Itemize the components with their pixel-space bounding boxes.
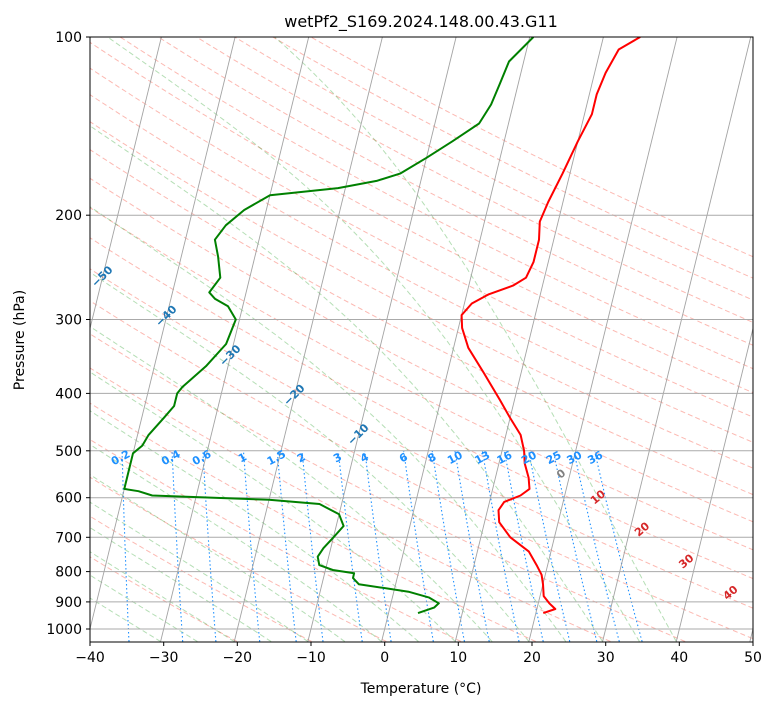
y-tick-label: 200	[55, 208, 82, 224]
mixing-ratio-line	[364, 450, 392, 642]
mixing-ratio-line	[403, 450, 434, 642]
dry-adiabat-line	[90, 121, 753, 469]
isotherm-line	[381, 37, 531, 642]
dry-adiabat-line	[119, 37, 753, 370]
moist-adiabat-line	[90, 474, 346, 642]
mixing-ratio-line	[528, 450, 571, 642]
isobars	[90, 37, 753, 630]
y-tick-label: 100	[55, 30, 82, 46]
x-tick-label: −30	[149, 650, 179, 666]
plot-area: 0.10.20.40.611.52346810131620253036−100−…	[90, 37, 753, 642]
dry-adiabat-line	[90, 367, 611, 642]
x-tick-label: 20	[523, 650, 541, 666]
moist-adiabat-line	[106, 37, 640, 642]
profiles	[123, 37, 641, 615]
dewpoint-profile-line	[123, 37, 535, 615]
dry-adiabat-line	[90, 333, 686, 642]
mixing-ratio-label: 30	[565, 448, 585, 467]
mixing-ratio-line	[573, 450, 620, 642]
mixing-ratio-line	[552, 450, 598, 642]
x-tick-label: 0	[380, 650, 389, 666]
isotherm-line	[90, 37, 236, 631]
y-tick-label: 700	[55, 530, 82, 546]
isotherm-line	[233, 37, 383, 642]
mixing-ratio-label: 20	[519, 448, 539, 467]
mixing-ratio-line	[276, 450, 297, 642]
moist-adiabat-line	[90, 410, 419, 642]
x-axis-label: Temperature (°C)	[360, 681, 482, 697]
mixing-ratio-label: 10	[445, 448, 465, 467]
isotherm-line	[675, 326, 753, 642]
mixing-ratio-line	[503, 450, 544, 642]
mixing-ratio-label: 25	[544, 448, 564, 467]
moist-adiabat-line	[90, 125, 604, 642]
y-tick-label: 300	[55, 313, 82, 329]
dry-adiabat-line	[90, 149, 753, 496]
line-labels: 0.10.20.40.611.52346810131620253036−100−…	[90, 263, 741, 603]
y-tick-label: 600	[55, 491, 82, 507]
mixing-ratio-label: 13	[473, 448, 493, 467]
moist-adiabat-line	[90, 597, 161, 642]
moist-adiabat-line	[90, 206, 567, 642]
moist-adiabat-line	[90, 574, 198, 642]
dry-adiabat-line	[90, 94, 753, 443]
isotherms	[90, 37, 753, 642]
y-axis-label: Pressure (hPa)	[12, 290, 28, 390]
dry-adiabat-line	[90, 300, 753, 640]
y-tick-label: 800	[55, 565, 82, 581]
isotherm-line	[602, 37, 752, 642]
y-tick-label: 400	[55, 386, 82, 402]
moist-adiabat-line	[90, 444, 382, 642]
x-tick-label: −10	[296, 650, 326, 666]
dry-adiabat-line	[90, 237, 753, 580]
x-tick-label: 10	[449, 650, 467, 666]
y-tick-label: 1000	[46, 622, 82, 638]
plot-frame	[89, 36, 754, 643]
mixing-ratio-line	[301, 450, 324, 642]
mixing-ratio-label: 36	[585, 448, 605, 467]
isotherm-line	[528, 37, 678, 642]
temperature-profile-line	[460, 37, 641, 615]
chart-title: wetPf2_S169.2024.148.00.43.G11	[284, 12, 558, 32]
dry-adiabat-line	[158, 37, 753, 346]
isotherm-line	[90, 37, 162, 331]
isotherm-line	[307, 37, 457, 642]
y-axis: 100 200 300 400 500 600 700 800 900 1000	[46, 30, 90, 638]
x-axis: −40 −30 −20 −10 0 10 20 30 40 50	[75, 642, 762, 666]
mixing-ratio-line	[242, 450, 261, 642]
x-tick-label: 40	[670, 650, 688, 666]
isotherm-line	[160, 37, 310, 642]
x-tick-label: −40	[75, 650, 105, 666]
x-tick-label: −20	[223, 650, 253, 666]
dry-adiabat-line	[90, 67, 753, 418]
dry-adiabat-line	[310, 37, 753, 258]
x-tick-label: 50	[744, 650, 762, 666]
dry-adiabat-line	[90, 177, 753, 523]
y-tick-label: 900	[55, 595, 82, 611]
moist-adiabat-line	[90, 325, 493, 642]
mixing-ratio-line	[337, 450, 363, 642]
mixing-ratio-label: 16	[495, 448, 515, 467]
x-tick-label: 30	[597, 650, 615, 666]
y-tick-label: 500	[55, 444, 82, 460]
dry-adiabat-line	[90, 268, 753, 609]
dry-adiabat-line	[90, 207, 753, 551]
moist-adiabat-line	[273, 37, 677, 642]
